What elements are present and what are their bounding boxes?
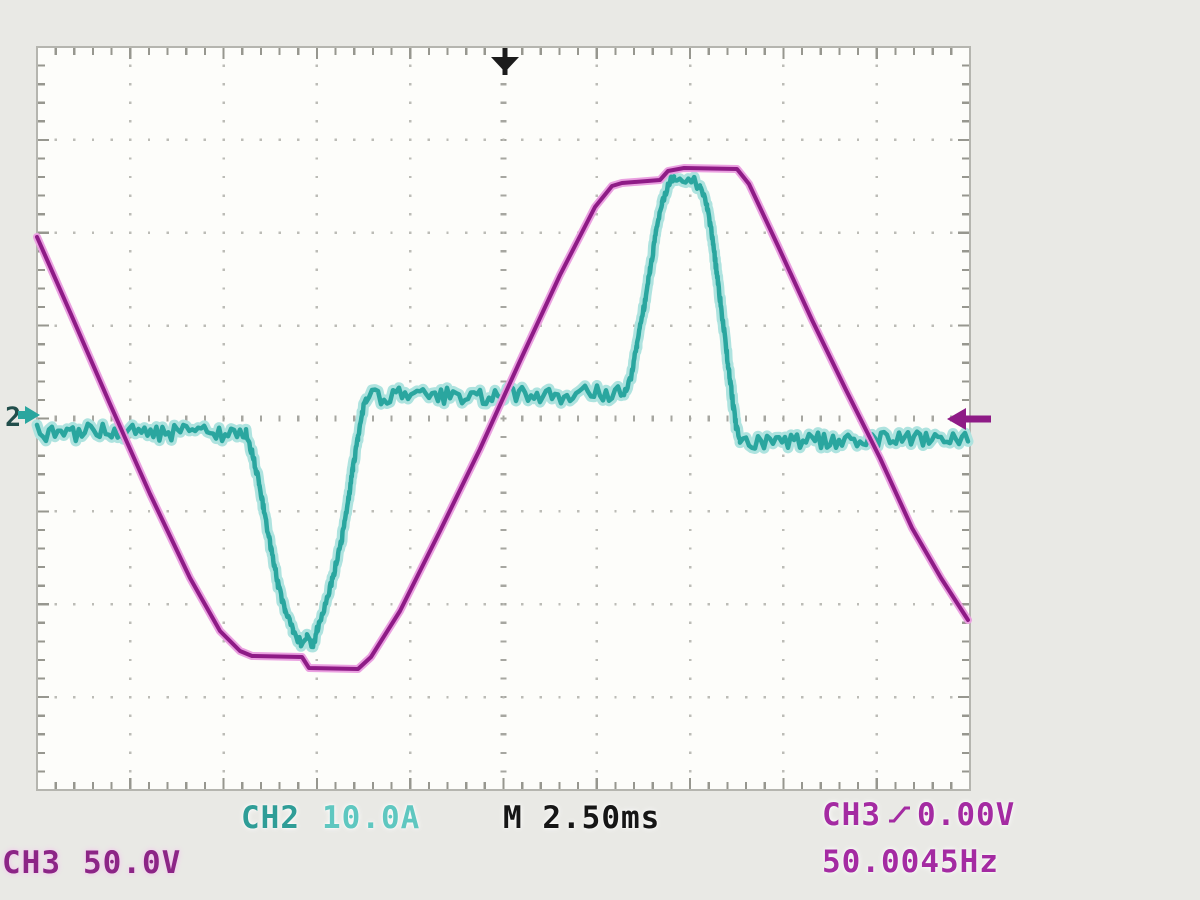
- ch2-readout: CH2 10.0A: [241, 800, 420, 836]
- trigger-level-value: 0.00V: [917, 797, 1016, 833]
- trigger-position-marker: [491, 48, 519, 75]
- trigger-frequency-readout: 50.0045Hz: [822, 844, 999, 880]
- ch3-scale-value: 50.0V: [83, 845, 182, 881]
- ch3-label: CH3: [2, 845, 61, 881]
- ch2-scale-value: 10.0A: [322, 800, 421, 836]
- timebase-readout: M 2.50ms: [503, 800, 661, 836]
- trigger-readout: CH3 0.00V: [822, 797, 1015, 833]
- svg-text:2: 2: [5, 402, 21, 433]
- trigger-level-marker: [947, 408, 991, 430]
- rising-slope-icon: [889, 806, 910, 823]
- ch2-ground-marker: 2: [5, 402, 40, 433]
- edge-ticks: [38, 48, 969, 789]
- ch3-voltage-trace: [33, 164, 972, 673]
- ch2-label: CH2: [241, 800, 300, 836]
- ch3-readout: CH3 50.0V: [2, 845, 181, 881]
- graticule-grid: [35, 45, 972, 792]
- trigger-source-label: CH3: [822, 797, 881, 833]
